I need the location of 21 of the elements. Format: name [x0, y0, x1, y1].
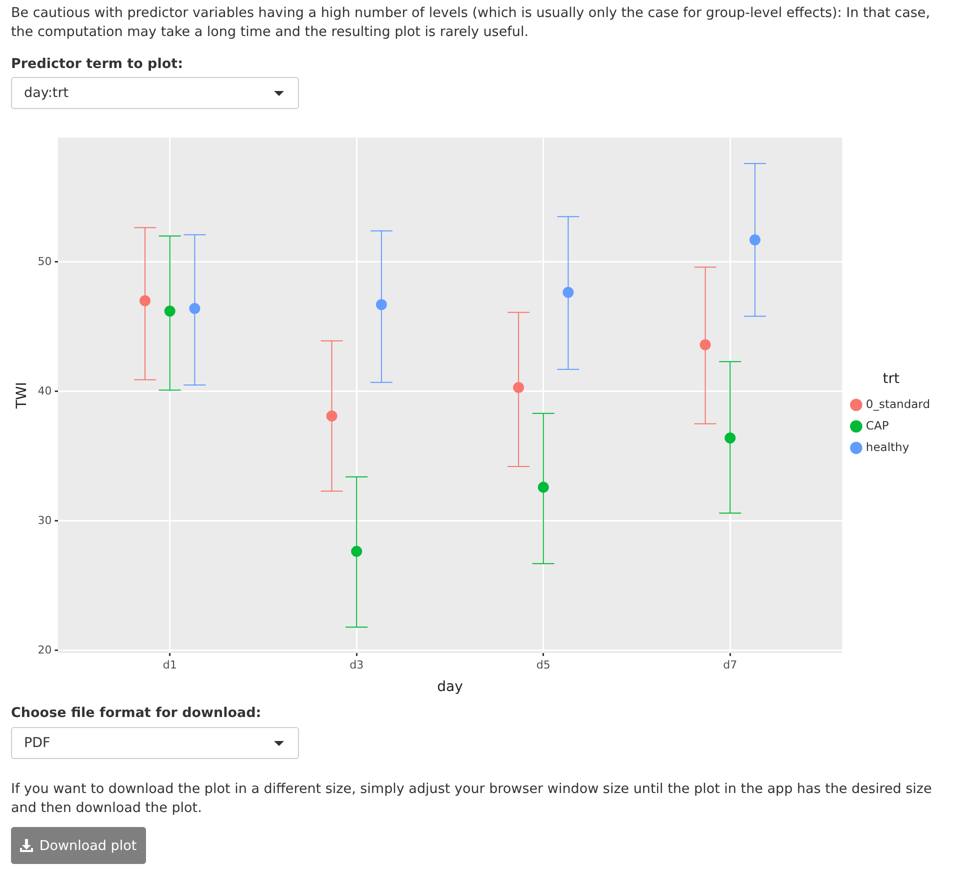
- x-tick-label: d1: [162, 658, 177, 672]
- text: Be cautious with predictor variables having a high number of levels (which is usually only the case for group-level effects): In that case, the computation may take a long time and the resulting plot is rarely useful.: [11, 4, 931, 42]
- y-tick-label: 40: [38, 384, 52, 398]
- legend-label: 0_standard: [866, 396, 930, 411]
- y-tick-label: 20: [38, 643, 52, 656]
- legend-title: trt: [882, 370, 900, 387]
- text: Choose file format for download:: [11, 705, 262, 721]
- text: PDF: [24, 735, 50, 751]
- x-tick-label: d5: [536, 658, 550, 672]
- legend-label: CAP: [866, 418, 889, 432]
- y-tick-label: 30: [38, 514, 52, 527]
- text: day:trt: [24, 85, 69, 101]
- text: If you want to download the plot in a different size, simply adjust your browser window size until the plot in the app has the desired size and then download the plot.: [11, 780, 933, 818]
- x-tick-label: d7: [723, 658, 738, 672]
- y-tick-label: 50: [38, 254, 52, 268]
- x-tick-label: d3: [350, 658, 364, 672]
- legend-label: healthy: [866, 440, 910, 454]
- y-axis-title: TWI: [14, 382, 30, 410]
- x-axis-title: day: [437, 679, 463, 696]
- text: Download plot: [39, 838, 137, 854]
- text: Predictor term to plot:: [11, 56, 183, 72]
